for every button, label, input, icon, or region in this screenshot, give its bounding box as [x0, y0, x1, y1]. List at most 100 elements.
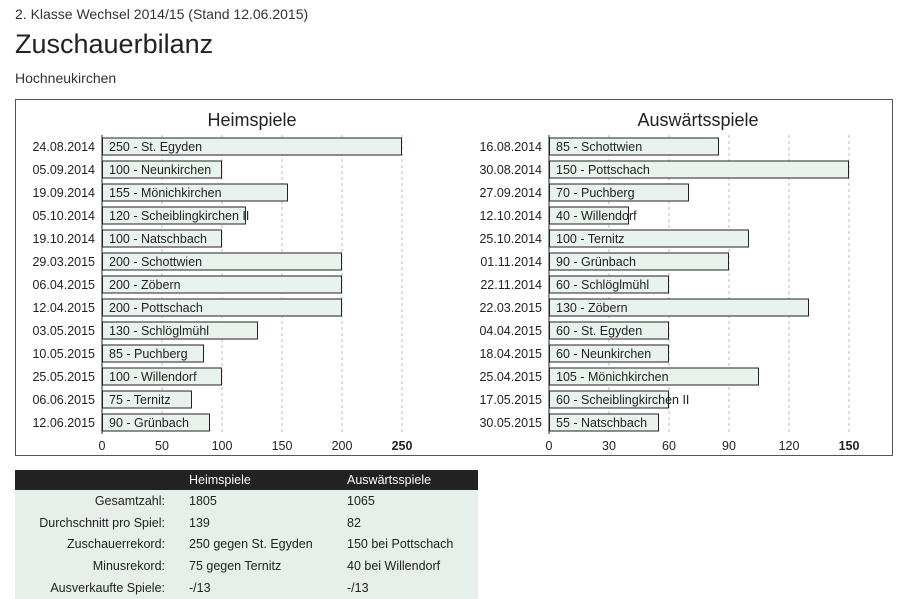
x-tick-label: 150 — [839, 439, 860, 453]
bar-label: 75 - Ternitz — [109, 393, 171, 407]
summary-row-record: Zuschauerrekord: 250 gegen St. Egyden 15… — [15, 533, 478, 556]
summary-row-average: Durchschnitt pro Spiel: 139 82 — [15, 511, 478, 534]
bar-label: 55 - Natschbach — [556, 416, 647, 430]
category-label: 05.09.2014 — [32, 163, 95, 177]
row-home-value: 75 gegen Ternitz — [189, 559, 282, 574]
row-label: Durchschnitt pro Spiel: — [39, 515, 165, 530]
bar-label: 250 - St. Egyden — [109, 140, 202, 154]
bar-label: 85 - Puchberg — [109, 347, 188, 361]
row-away-value: 40 bei Willendorf — [347, 559, 441, 574]
row-home-value: -/13 — [189, 581, 211, 596]
bar — [549, 183, 689, 202]
category-label: 30.05.2015 — [479, 416, 542, 430]
page-subtitle: 2. Klasse Wechsel 2014/15 (Stand 12.06.2… — [15, 6, 309, 22]
x-tick-label: 50 — [155, 439, 169, 453]
summary-row-soldout: Ausverkaufte Spiele: -/13 -/13 — [15, 577, 478, 599]
bar-label: 100 - Neunkirchen — [109, 163, 211, 177]
bar — [549, 390, 669, 409]
bar — [549, 206, 629, 225]
header-blank-cell — [15, 470, 189, 490]
category-label: 12.10.2014 — [479, 209, 542, 223]
category-label: 29.03.2015 — [32, 255, 95, 269]
bar — [102, 321, 258, 340]
bar — [102, 275, 342, 294]
bar-label: 100 - Natschbach — [109, 232, 207, 246]
row-label: Gesamtzahl: — [94, 493, 165, 508]
bar-label: 120 - Scheiblingkirchen II — [109, 209, 249, 223]
team-name: Hochneukirchen — [15, 70, 117, 86]
x-tick-label: 150 — [272, 439, 293, 453]
bar — [549, 275, 669, 294]
bar — [102, 229, 222, 248]
bar-label: 40 - Willendorf — [556, 209, 637, 223]
category-label: 27.09.2014 — [479, 186, 542, 200]
page-title: Zuschauerbilanz — [15, 29, 214, 59]
row-away-value: 150 bei Pottschach — [347, 537, 454, 552]
bar-label: 130 - Zöbern — [556, 301, 628, 315]
x-tick-label: 250 — [392, 439, 413, 453]
header-away: Auswärtsspiele — [347, 473, 432, 487]
summary-row-total: Gesamtzahl: 1805 1065 — [15, 490, 478, 512]
category-label: 25.04.2015 — [479, 370, 542, 384]
summary-table-header: Heimspiele Auswärtsspiele — [15, 470, 478, 490]
x-tick-label: 30 — [602, 439, 616, 453]
bar-label: 90 - Grünbach — [109, 416, 189, 430]
bar-label: 70 - Puchberg — [556, 186, 635, 200]
row-home-value: 1805 — [189, 493, 217, 508]
bar — [102, 367, 222, 386]
row-home-value: 139 — [189, 515, 210, 530]
category-label: 24.08.2014 — [32, 140, 95, 154]
bar — [102, 344, 204, 363]
bar — [102, 206, 246, 225]
category-label: 10.05.2015 — [32, 347, 95, 361]
category-label: 18.04.2015 — [479, 347, 542, 361]
bar — [102, 413, 210, 432]
category-label: 06.04.2015 — [32, 278, 95, 292]
bar-label: 60 - Scheiblingkirchen II — [556, 393, 689, 407]
row-label: Zuschauerrekord: — [67, 537, 165, 552]
bar — [549, 344, 669, 363]
attendance-charts-panel: Heimspiele 0 50 100 150 200 250 24.08.2014 250 -… — [15, 99, 893, 456]
summary-row-minimum: Minusrekord: 75 gegen Ternitz 40 bei Wil… — [15, 555, 478, 578]
bar — [549, 252, 729, 271]
category-label: 04.04.2015 — [479, 324, 542, 338]
bar-label: 130 - Schlöglmühl — [109, 324, 209, 338]
x-tick-label: 100 — [212, 439, 233, 453]
row-label: Minusrekord: — [92, 559, 165, 574]
row-away-value: 82 — [347, 515, 361, 530]
category-label: 19.09.2014 — [32, 186, 95, 200]
bar — [102, 390, 192, 409]
category-label: 22.03.2015 — [479, 301, 542, 315]
row-away-value: 1065 — [347, 493, 375, 508]
bar — [102, 183, 288, 202]
bar — [102, 160, 222, 179]
x-tick-label: 60 — [662, 439, 676, 453]
category-label: 30.08.2014 — [479, 163, 542, 177]
bar-label: 150 - Pottschach — [556, 163, 650, 177]
bar-label: 85 - Schottwien — [556, 140, 642, 154]
x-tick-label: 200 — [332, 439, 353, 453]
bar — [549, 321, 669, 340]
category-label: 01.11.2014 — [480, 255, 542, 269]
category-label: 12.04.2015 — [32, 301, 95, 315]
category-label: 25.10.2014 — [479, 232, 542, 246]
x-tick-label: 90 — [722, 439, 736, 453]
bar — [549, 298, 809, 317]
category-label: 05.10.2014 — [32, 209, 95, 223]
category-label: 06.06.2015 — [32, 393, 95, 407]
bar-label: 60 - Neunkirchen — [556, 347, 651, 361]
chart-title: Auswärtsspiele — [637, 110, 758, 130]
x-tick-label: 120 — [779, 439, 800, 453]
x-tick-label: 0 — [99, 439, 106, 453]
bar-label: 200 - Schottwien — [109, 255, 202, 269]
bar — [549, 229, 749, 248]
bar-label: 200 - Zöbern — [109, 278, 181, 292]
row-away-value: -/13 — [347, 581, 369, 596]
bar — [102, 252, 342, 271]
bar-label: 60 - Schlöglmühl — [556, 278, 649, 292]
header-home: Heimspiele — [189, 473, 251, 487]
bar — [102, 137, 402, 156]
bar — [549, 413, 659, 432]
row-label: Ausverkaufte Spiele: — [50, 581, 165, 596]
bar-label: 90 - Grünbach — [556, 255, 636, 269]
